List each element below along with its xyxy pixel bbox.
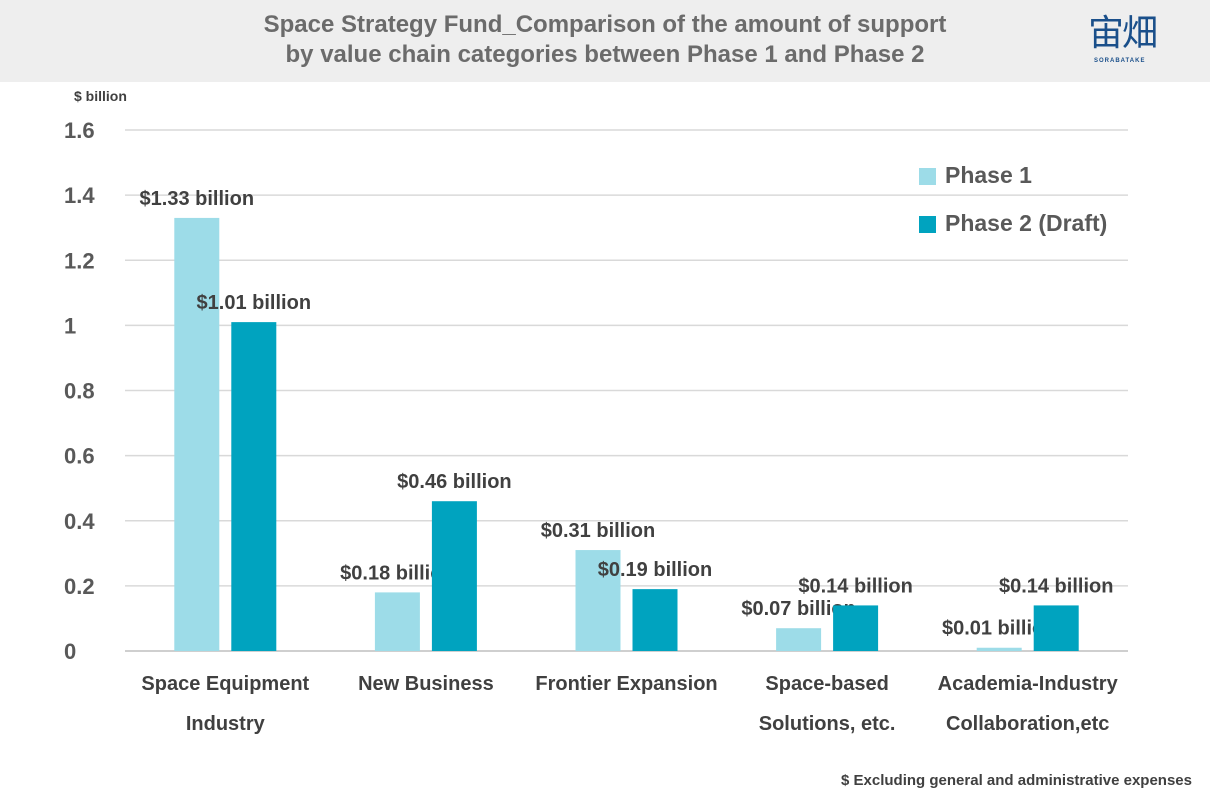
y-axis-unit-label: $ billion	[74, 88, 127, 104]
bar-phase-2	[1033, 605, 1079, 651]
data-label: $0.01 billion	[942, 618, 1056, 640]
category-label: Solutions, etc.	[759, 713, 896, 735]
bar-phase-1	[174, 217, 220, 651]
legend-label-phase-1: Phase 1	[945, 162, 1032, 188]
data-label: $1.01 billion	[197, 292, 311, 314]
category-label: Academia-Industry	[938, 673, 1119, 695]
legend-swatch-phase-2	[919, 216, 936, 233]
title-line-2: by value chain categories between Phase …	[285, 41, 925, 68]
data-label: $0.14 billion	[999, 575, 1113, 597]
y-tick-label: 0.6	[64, 444, 95, 469]
y-tick-label: 0.2	[64, 574, 95, 599]
bar-phase-2	[231, 322, 277, 651]
category-label: Collaboration,etc	[946, 713, 1109, 735]
y-tick-label: 0.8	[64, 379, 95, 404]
header-band: Space Strategy Fund_Comparison of the am…	[0, 0, 1210, 82]
y-tick-label: 1.2	[64, 248, 95, 273]
bar-phase-1	[776, 628, 822, 651]
data-label: $0.18 billion	[340, 562, 454, 584]
category-label: Frontier Expansion	[535, 673, 717, 695]
footnote: $ Excluding general and administrative e…	[841, 772, 1192, 789]
category-label: Industry	[186, 713, 266, 735]
bar-phase-1	[374, 592, 420, 651]
y-tick-label: 0	[64, 639, 76, 664]
y-tick-label: 0.4	[64, 509, 95, 534]
bar-phase-2	[431, 501, 477, 651]
bar-phase-1	[575, 550, 621, 651]
y-tick-label: 1	[64, 313, 76, 338]
sorabatake-logo: 宙畑 SORABATAKE	[1088, 14, 1178, 70]
bar-phase-1	[976, 647, 1022, 651]
legend-swatch-phase-1	[919, 168, 936, 185]
data-label: $0.19 billion	[598, 559, 712, 581]
chart-title: Space Strategy Fund_Comparison of the am…	[150, 10, 1060, 70]
bar-phase-2	[632, 589, 678, 651]
data-label: $1.33 billion	[140, 188, 254, 210]
y-tick-label: 1.6	[64, 118, 95, 143]
bar-phase-2	[833, 605, 879, 651]
data-label: $0.07 billion	[741, 598, 855, 620]
data-label: $0.14 billion	[798, 575, 912, 597]
category-label: Space Equipment	[141, 673, 309, 695]
data-label: $0.46 billion	[397, 471, 511, 493]
y-tick-label: 1.4	[64, 183, 95, 208]
category-label: New Business	[358, 673, 494, 695]
legend-label-phase-2: Phase 2 (Draft)	[945, 210, 1107, 236]
logo-subtext: SORABATAKE	[1094, 58, 1146, 64]
data-label: $0.31 billion	[541, 520, 655, 542]
logo-glyphs: 宙畑	[1088, 13, 1158, 54]
title-line-1: Space Strategy Fund_Comparison of the am…	[263, 11, 947, 38]
category-label: Space-based	[765, 673, 888, 695]
